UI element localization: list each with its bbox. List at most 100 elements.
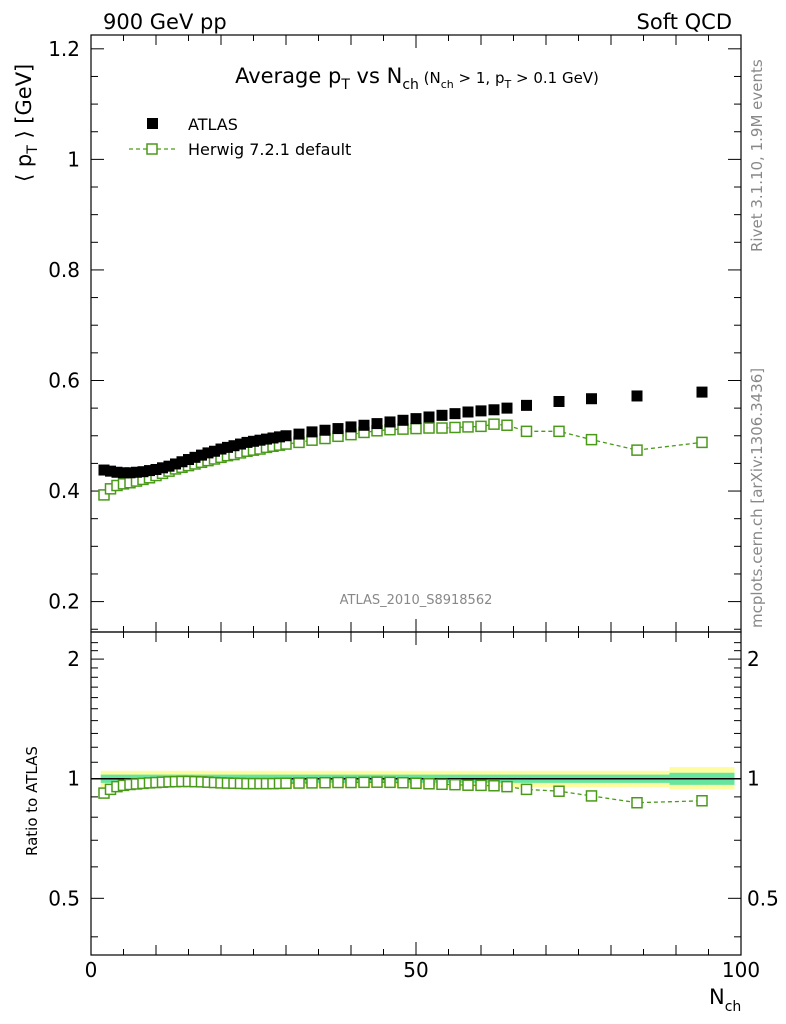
ratio-y-tick-label-right: 2 bbox=[747, 647, 760, 671]
x-tick-label: 100 bbox=[722, 958, 760, 982]
ratio-herwig-point bbox=[585, 790, 598, 802]
legend-atlas-label: ATLAS bbox=[188, 115, 238, 134]
series-atlas bbox=[98, 386, 708, 479]
atlas-point bbox=[137, 466, 149, 478]
main-y-tick-labels: 0.2 0.4 0.6 0.8 1 1.2 bbox=[48, 37, 80, 614]
ratio-panel: 0.5 0.5 1 1 2 2 0 50 100 Ratio to ATLAS Nch bbox=[23, 631, 779, 1015]
herwig-point bbox=[423, 422, 435, 434]
y-tick-label: 0.4 bbox=[48, 479, 80, 503]
y-tick-label: 0.2 bbox=[48, 590, 80, 614]
atlas-point bbox=[449, 408, 461, 420]
herwig-point bbox=[410, 422, 422, 435]
ratio-y-axis-label: Ratio to ATLAS bbox=[23, 746, 41, 856]
herwig-point bbox=[520, 425, 533, 438]
atlas-point bbox=[358, 419, 370, 431]
ratio-y-tick-label-right: 0.5 bbox=[747, 886, 779, 910]
mcplots-reference-label: mcplots.cern.ch [arXiv:1306.3436] bbox=[748, 368, 766, 628]
atlas-point bbox=[118, 467, 129, 479]
atlas-point bbox=[150, 463, 162, 475]
atlas-point bbox=[183, 454, 194, 466]
title-avg-pt: Average p bbox=[235, 64, 341, 88]
title-cut-close: > 0.1 GeV) bbox=[511, 69, 599, 87]
herwig-point bbox=[631, 444, 643, 456]
ratio-y-tick-label-right: 1 bbox=[747, 767, 760, 791]
herwig-point bbox=[488, 418, 500, 430]
atlas-point bbox=[306, 426, 318, 438]
ratio-y-tick-label: 2 bbox=[67, 647, 80, 671]
ratio-panel-ticks bbox=[90, 632, 742, 955]
legend: ATLAS Herwig 7.2.1 default bbox=[129, 115, 351, 159]
ylabel-sub: T bbox=[25, 145, 41, 155]
ratio-herwig-point bbox=[501, 780, 513, 793]
atlas-point bbox=[488, 404, 500, 416]
ratio-herwig-point bbox=[371, 776, 383, 788]
ratio-herwig-point bbox=[306, 777, 318, 789]
title-avg-pt-sub: T bbox=[340, 77, 350, 93]
x-axis-label: Nch bbox=[709, 985, 741, 1015]
ratio-herwig-point bbox=[553, 785, 565, 797]
main-y-axis-label: ⟨ pT ⟩ [GeV] bbox=[12, 64, 41, 182]
herwig-point bbox=[501, 419, 513, 432]
atlas-point bbox=[397, 414, 409, 426]
legend-herwig-marker bbox=[146, 143, 158, 155]
title-cut-open: (N bbox=[419, 69, 441, 87]
ratio-herwig-point bbox=[293, 777, 305, 789]
atlas-point bbox=[345, 421, 357, 433]
legend-atlas-marker bbox=[147, 118, 158, 129]
y-tick-label: 1 bbox=[67, 147, 80, 171]
atlas-point bbox=[131, 466, 142, 478]
ratio-herwig-point bbox=[488, 779, 500, 792]
atlas-point bbox=[280, 430, 292, 442]
ratio-herwig-point bbox=[397, 776, 409, 789]
atlas-point bbox=[215, 443, 227, 455]
atlas-point bbox=[462, 406, 474, 418]
ratio-herwig-point bbox=[332, 776, 344, 789]
herwig-point bbox=[436, 422, 448, 434]
ratio-herwig-point bbox=[449, 778, 461, 791]
title-cut-sub2: T bbox=[503, 78, 511, 91]
ratio-herwig-point bbox=[696, 795, 708, 807]
rivet-version-label: Rivet 3.1.10, 1.9M events bbox=[748, 59, 766, 252]
xlabel-sub: ch bbox=[725, 999, 742, 1015]
atlas-point bbox=[410, 413, 422, 425]
atlas-point bbox=[202, 447, 214, 459]
atlas-point bbox=[475, 405, 487, 417]
atlas-point bbox=[384, 416, 396, 428]
ylabel-close: ⟩ [GeV] bbox=[12, 64, 36, 146]
atlas-point bbox=[170, 458, 181, 470]
herwig-point bbox=[696, 436, 708, 449]
atlas-point bbox=[293, 428, 305, 440]
atlas-point bbox=[157, 462, 168, 474]
y-tick-label: 1.2 bbox=[48, 37, 80, 61]
atlas-point bbox=[371, 418, 383, 430]
ratio-herwig-point bbox=[319, 776, 331, 789]
atlas-point bbox=[124, 467, 136, 479]
atlas-point bbox=[267, 432, 279, 444]
y-tick-label: 0.8 bbox=[48, 258, 80, 282]
atlas-point bbox=[696, 386, 708, 398]
atlas-point bbox=[553, 395, 565, 407]
atlas-point bbox=[261, 433, 272, 445]
x-tick-label: 50 bbox=[403, 958, 428, 982]
ratio-herwig-point bbox=[384, 776, 396, 789]
ratio-herwig-point bbox=[475, 779, 487, 792]
header-energy-label: 900 GeV pp bbox=[103, 10, 227, 34]
legend-herwig-label: Herwig 7.2.1 default bbox=[188, 140, 351, 159]
header-category-label: Soft QCD bbox=[637, 10, 732, 34]
chart-title: Average pT vs Nch (Nch > 1, pT > 0.1 GeV… bbox=[235, 64, 599, 93]
atlas-point bbox=[189, 451, 201, 463]
ratio-y-tick-labels: 0.5 0.5 1 1 2 2 bbox=[48, 647, 779, 910]
ratio-herwig-point bbox=[436, 778, 448, 791]
main-panel-ticks bbox=[90, 35, 742, 632]
ratio-y-tick-label: 0.5 bbox=[48, 886, 80, 910]
atlas-point bbox=[235, 438, 246, 450]
atlas-point bbox=[222, 441, 233, 453]
y-tick-label: 0.6 bbox=[48, 368, 80, 392]
atlas-point bbox=[274, 431, 285, 443]
x-tick-labels: 0 50 100 bbox=[85, 958, 760, 982]
atlas-point bbox=[501, 402, 513, 414]
atlas-point bbox=[196, 449, 207, 461]
atlas-point bbox=[248, 435, 259, 447]
atlas-point bbox=[631, 390, 643, 402]
